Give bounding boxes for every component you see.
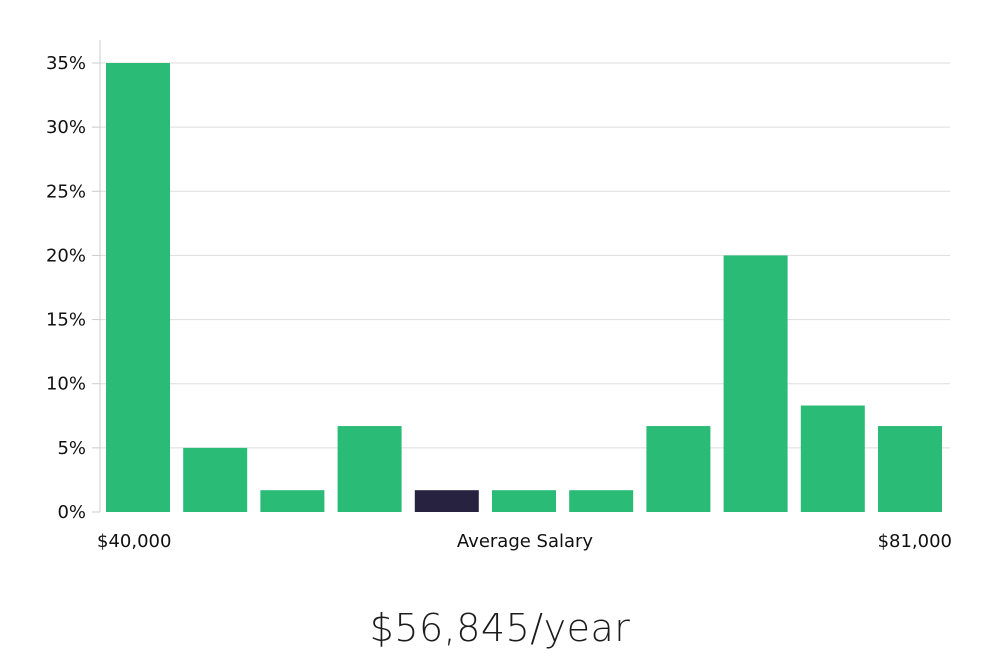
y-tick-label: 5%: [57, 438, 86, 459]
y-tick-label: 15%: [46, 310, 86, 331]
y-tick-label: 35%: [46, 53, 86, 74]
average-salary-value: $56,845/year: [369, 606, 631, 650]
x-max-label: $81,000: [878, 531, 952, 552]
bar: [260, 490, 325, 512]
bars: [106, 63, 942, 512]
bar: [183, 447, 248, 512]
y-tick-label: 25%: [46, 181, 86, 202]
x-min-label: $40,000: [97, 531, 171, 552]
bar: [106, 63, 170, 512]
y-tick-label: 20%: [46, 245, 86, 266]
bar: [492, 490, 556, 512]
x-axis-title: Average Salary: [457, 531, 594, 552]
bar: [569, 490, 634, 512]
bar: [337, 426, 402, 512]
gridlines: [100, 62, 950, 449]
y-tick-label: 0%: [57, 502, 86, 523]
bar: [646, 426, 711, 512]
bar-highlighted: [414, 490, 479, 512]
y-axis-ticks: 0% 5% 10% 15% 20% 25% 30% 35%: [46, 53, 100, 523]
y-tick-label: 30%: [46, 117, 86, 138]
bar: [723, 255, 788, 512]
bar: [878, 426, 942, 512]
salary-histogram: 0% 5% 10% 15% 20% 25% 30% 35% $40,000 Average S…: [46, 40, 952, 552]
bar: [800, 405, 865, 512]
y-tick-label: 10%: [46, 374, 86, 395]
